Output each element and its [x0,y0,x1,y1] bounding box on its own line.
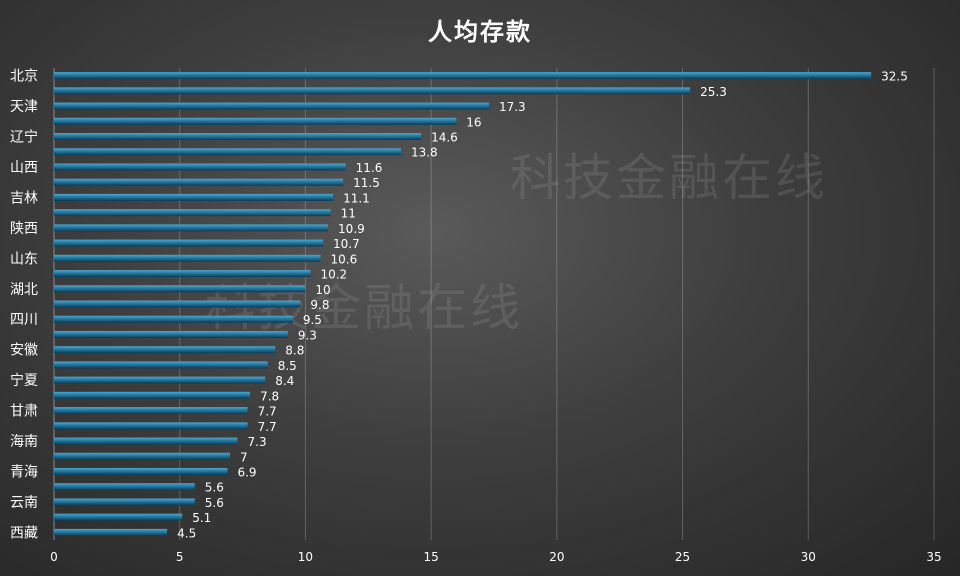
bar [54,452,230,460]
bar [54,330,288,338]
bar [54,528,168,536]
bar [54,239,324,247]
x-tick-label: 5 [176,550,184,564]
category-label: 宁夏 [10,372,38,389]
chart-title: 人均存款 [428,18,532,46]
bar [54,193,334,201]
value-label: 7.7 [258,420,277,434]
category-label: 湖北 [10,282,38,298]
bars [54,72,872,536]
bar [54,133,422,141]
value-label: 11.1 [343,191,370,205]
bar [54,209,331,217]
value-label: 6.9 [237,465,256,479]
x-tick-label: 20 [549,550,564,564]
category-label: 山东 [10,251,38,267]
value-label: 9.5 [303,313,322,327]
value-label: 16 [466,115,481,129]
bar [54,72,872,80]
value-label: 14.6 [431,131,458,145]
category-label: 吉林 [10,190,38,206]
category-label: 山西 [10,160,38,176]
bar [54,270,311,278]
bar [54,422,248,430]
category-label: 四川 [10,312,38,328]
category-label: 北京 [10,69,38,85]
value-label: 8.8 [285,344,304,358]
bar [54,513,183,521]
value-label: 9.8 [310,298,329,312]
value-label: 32.5 [881,70,908,84]
value-label: 11.5 [353,176,380,190]
value-label: 10 [315,283,330,297]
value-label: 11.6 [356,161,383,175]
category-label: 甘肃 [10,404,38,420]
value-label: 10.6 [331,252,358,266]
x-tick-label: 35 [926,550,941,564]
value-label: 7.7 [258,405,277,419]
x-tick-label: 25 [675,550,690,564]
bar [54,117,457,125]
gridlines [179,68,935,540]
value-label: 13.8 [411,146,438,160]
value-label: 7.3 [248,435,267,449]
bar [54,300,301,308]
value-label: 7.8 [260,389,279,403]
category-label: 辽宁 [10,129,38,146]
value-label: 5.6 [205,481,224,495]
value-label: 8.5 [278,359,297,373]
category-label: 陕西 [10,221,38,237]
category-label: 海南 [10,434,38,450]
bar [54,148,401,156]
bar [54,254,321,262]
x-tick-label: 10 [298,550,313,564]
labels: 32.5北京25.317.3天津1614.6辽宁13.811.6山西11.511… [10,69,908,542]
value-label: 4.5 [177,526,196,540]
bar [54,315,293,323]
value-label: 11 [341,207,356,221]
value-label: 8.4 [275,374,294,388]
x-tick-label: 15 [424,550,439,564]
value-label: 25.3 [700,85,727,99]
bar [54,483,195,491]
bar [54,102,489,110]
bar [54,498,195,506]
x-tick-label: 0 [50,550,58,564]
bar [54,376,266,384]
category-label: 云南 [10,495,38,511]
category-label: 西藏 [10,525,38,541]
x-tick-label: 30 [801,550,816,564]
category-label: 青海 [10,464,38,480]
value-label: 9.3 [298,328,317,342]
bar [54,361,268,369]
bar [54,163,346,171]
bar [54,87,691,95]
value-label: 10.2 [320,268,347,282]
bar [54,391,251,399]
category-label: 安徽 [10,343,38,359]
value-label: 5.6 [205,496,224,510]
value-label: 10.9 [338,222,365,236]
bar [54,407,248,415]
bar [54,437,238,445]
bar [54,346,276,354]
value-label: 10.7 [333,237,360,251]
category-label: 天津 [10,99,38,115]
value-label: 5.1 [192,511,211,525]
bar [54,285,306,293]
value-label: 7 [240,450,248,464]
bar [54,178,344,186]
bar [54,224,329,232]
value-label: 17.3 [499,100,526,114]
bar [54,467,228,475]
